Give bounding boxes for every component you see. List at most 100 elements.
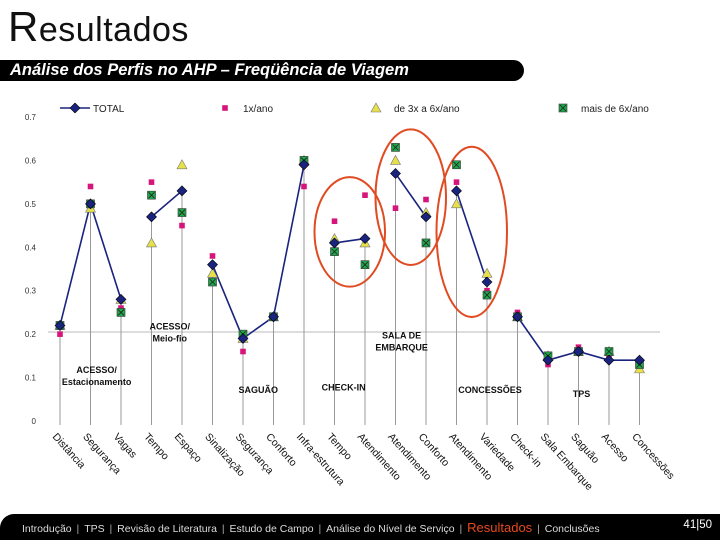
footer-nav-bar: Introdução | TPS | Revisão de Literatura… [0, 514, 720, 540]
group-label: SAGUÃO [238, 385, 278, 395]
highlight-ellipse [435, 145, 508, 319]
freq-6xplus-point-cross [117, 309, 125, 316]
group-label: ACESSO/Estacionamento [62, 365, 132, 387]
footer-nav-item[interactable]: Revisão de Literatura [117, 523, 217, 535]
group-label: ACESSO/Meio-fio [150, 322, 191, 344]
freq-1x-point [453, 179, 460, 185]
group-label: SALA DE EMBARQUE [375, 330, 428, 352]
freq-6xplus-point [360, 260, 370, 269]
legend-6xplus-label: mais de 6x/ano [581, 104, 649, 115]
total-point [573, 346, 584, 357]
footer-separator: | [456, 523, 466, 535]
freq-6xplus-point [116, 308, 126, 317]
legend-total-label: TOTAL [93, 104, 125, 115]
total-point [85, 198, 96, 210]
y-tick-label: 0.5 [25, 200, 37, 209]
freq-3to6x-point [206, 267, 219, 278]
legend-6xplus-marker-cross [559, 104, 567, 112]
freq-6xplus-point-cross [453, 161, 460, 169]
freq-1x-point [148, 179, 155, 185]
footer-nav-item[interactable]: Introdução [22, 523, 72, 535]
total-series-line [211, 164, 305, 340]
group-label: CONCESSÕES [458, 385, 522, 395]
total-point [603, 354, 615, 366]
group-label-line: Meio-fio [153, 334, 188, 344]
total-point [237, 333, 249, 344]
legend-3to6x-marker [370, 102, 382, 113]
total-point [481, 276, 493, 288]
x-category-label: Acesso [599, 431, 631, 465]
footer-nav-item[interactable]: Análise do Nível de Serviço [326, 523, 455, 535]
group-label-line: ACESSO/ [150, 322, 191, 332]
footer-separator: | [315, 523, 325, 535]
freq-6xplus-point-cross [331, 248, 338, 255]
freq-6xplus-point-cross [361, 261, 369, 268]
y-tick-label: 0.3 [25, 287, 37, 296]
footer-nav-item[interactable]: TPS [84, 523, 105, 535]
freq-1x-point [301, 183, 307, 190]
freq-1x-point [392, 205, 399, 211]
footer-nav-item[interactable]: Estudo de Campo [229, 523, 314, 535]
freq-6xplus-point-cross [605, 348, 613, 355]
group-label-line: SAGUÃO [238, 385, 278, 395]
y-tick-label: 0.6 [25, 156, 37, 165]
total-point [329, 237, 340, 249]
total-point [542, 354, 554, 366]
freq-6xplus-point-cross [483, 291, 491, 299]
x-category-label: Concessões [629, 431, 677, 482]
footer-separator: | [534, 523, 543, 535]
freq-6xplus-point [391, 143, 400, 152]
y-tick-label: 0.2 [25, 330, 37, 339]
total-series-line [394, 172, 427, 218]
x-category-label: Tempo [324, 431, 354, 463]
total-point [207, 259, 218, 271]
y-tick-label: 0.1 [25, 374, 37, 383]
highlight-ellipse [313, 176, 386, 288]
total-point [54, 320, 66, 331]
frequency-chart: 0 0.1 0.2 0.3 0.4 0.5 0.6 0.7 TOTAL 1x/ano de 3x a… [25, 102, 677, 493]
legend-1x-label: 1x/ano [243, 104, 273, 115]
group-label-line: SALA DE [382, 330, 421, 340]
freq-1x-point [423, 196, 429, 203]
total-point [176, 185, 188, 197]
freq-6xplus-point [482, 290, 492, 300]
x-category-label: Espaço [172, 431, 204, 465]
y-tick-label: 0.4 [25, 243, 37, 252]
freq-6xplus-point [330, 247, 339, 256]
slide-title-rest: esultados [38, 11, 189, 49]
total-point [359, 233, 371, 245]
total-point [390, 168, 401, 179]
total-point [634, 354, 645, 366]
freq-1x-point [87, 183, 94, 190]
freq-3to6x-point [145, 237, 158, 248]
y-tick-label: 0 [32, 417, 37, 426]
total-point [451, 185, 462, 197]
freq-6xplus-point [421, 238, 431, 248]
legend-1x-marker [222, 105, 228, 111]
group-label-line: Estacionamento [62, 377, 132, 387]
freq-6xplus-point [208, 277, 217, 287]
total-series-line [150, 190, 183, 218]
freq-3to6x-point [450, 198, 463, 209]
freq-1x-point [118, 305, 124, 311]
x-category-label: Vagas [111, 431, 139, 461]
footer-separator: | [106, 523, 116, 535]
group-label-line: CONCESSÕES [458, 385, 522, 395]
freq-6xplus-point-cross [422, 239, 430, 247]
freq-1x-point [240, 348, 246, 355]
freq-6xplus-point [177, 208, 187, 217]
footer-nav: Introdução | TPS | Revisão de Literatura… [22, 520, 600, 535]
subtitle-bar: Análise dos Perfis no AHP – Freqüência d… [0, 60, 524, 81]
total-point [268, 311, 279, 323]
slide-title-initial: R [8, 3, 39, 50]
slide-title: Resultados [8, 4, 189, 53]
freq-1x-point [57, 331, 63, 337]
footer-nav-item[interactable]: Resultados [467, 520, 533, 535]
page-number: 41|50 [683, 519, 712, 531]
total-point [115, 293, 127, 305]
total-series-line [455, 190, 488, 283]
legend-6xplus-marker [558, 103, 568, 113]
total-point [512, 311, 523, 323]
footer-nav-item[interactable]: Conclusões [544, 523, 600, 535]
group-label: TPS [573, 389, 591, 399]
